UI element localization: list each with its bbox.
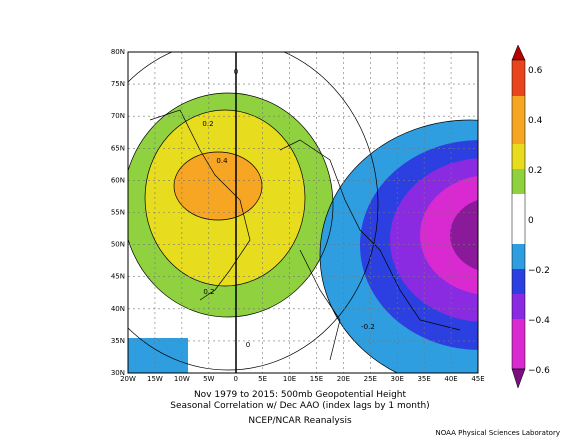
colorbar-label: 0.4 [528,116,543,126]
lon-label: 30E [391,375,404,383]
map-frame [127,51,479,374]
colorbar-label: −0.2 [528,266,550,276]
lat-label: 50N [111,241,125,249]
lon-label: 35E [417,375,430,383]
lat-label: 65N [111,144,125,152]
lat-label: 35N [111,337,125,345]
lon-label: 10E [283,375,296,383]
lon-label: 40E [444,375,457,383]
colorbar-label: 0.6 [528,66,543,76]
lon-label: 15W [147,375,163,383]
lat-label: 45N [111,273,125,281]
contour-label: 0 [246,341,250,349]
colorbar [511,44,526,389]
lat-label: 30N [111,369,125,377]
colorbar-label: −0.6 [528,366,550,376]
lat-label: 75N [111,80,125,88]
contour-label: -0.2 [361,323,375,331]
lat-label: 40N [111,305,125,313]
lon-label: 45E [471,375,484,383]
lon-label: 15E [310,375,323,383]
lon-label: 10W [174,375,190,383]
colorbar-label: 0 [528,216,534,226]
lat-label: 80N [111,48,125,56]
lon-label: 25E [364,375,377,383]
title-line: Nov 1979 to 2015: 500mb Geopotential Hei… [194,390,407,400]
map-field [128,52,478,373]
contour-label: 0.2 [202,120,213,128]
coastline [149,109,461,361]
source: NCEP/NCAR Reanalysis [248,416,352,426]
colorbar-label: −0.4 [528,316,550,326]
contour-label: 0 [234,68,238,76]
contour-label: 0.4 [216,157,228,165]
contour-label: 0.2 [203,288,214,296]
lon-label: 5E [258,375,267,383]
lon-label: 0 [233,375,237,383]
lon-label: 5W [203,375,214,383]
colorbar-label: 0.2 [528,166,542,176]
lat-label: 60N [111,176,125,184]
title-line: Seasonal Correlation w/ Dec AAO (index l… [170,401,429,411]
lat-label: 70N [111,112,125,120]
lon-label: 20W [120,375,136,383]
lat-label: 55N [111,209,125,217]
lon-label: 20E [337,375,350,383]
credit: NOAA Physical Sciences Laboratory [436,429,560,437]
